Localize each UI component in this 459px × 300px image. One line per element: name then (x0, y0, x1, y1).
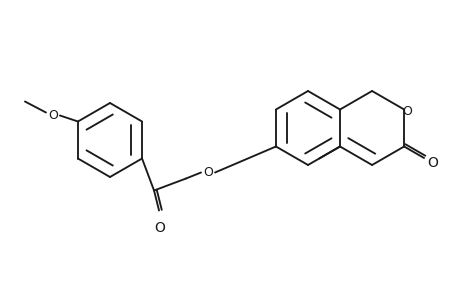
Text: O: O (203, 166, 213, 179)
Text: O: O (401, 105, 411, 118)
Text: O: O (48, 109, 58, 122)
Text: O: O (426, 156, 437, 170)
Text: O: O (154, 221, 165, 236)
